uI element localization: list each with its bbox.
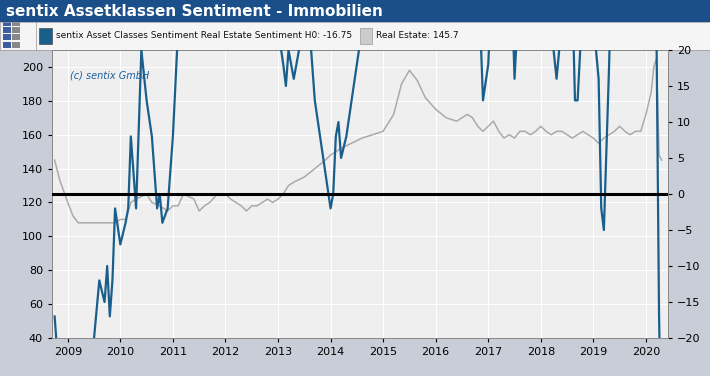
Bar bbox=[3, 42, 11, 48]
Bar bbox=[12, 34, 20, 41]
Bar bbox=[12, 27, 20, 33]
Bar bbox=[3, 34, 11, 41]
Text: Real Estate: 145.7: Real Estate: 145.7 bbox=[376, 32, 459, 41]
Bar bbox=[359, 27, 371, 44]
Bar bbox=[12, 42, 20, 48]
Bar bbox=[3, 27, 11, 33]
Bar bbox=[3, 20, 11, 26]
Text: (c) sentix GmbH: (c) sentix GmbH bbox=[70, 70, 150, 80]
Bar bbox=[39, 27, 52, 44]
Text: sentix Assetklassen Sentiment - Immobilien: sentix Assetklassen Sentiment - Immobili… bbox=[6, 3, 383, 18]
Bar bbox=[12, 20, 20, 26]
Text: sentix Asset Classes Sentiment Real Estate Sentiment H0: -16.75: sentix Asset Classes Sentiment Real Esta… bbox=[56, 32, 352, 41]
